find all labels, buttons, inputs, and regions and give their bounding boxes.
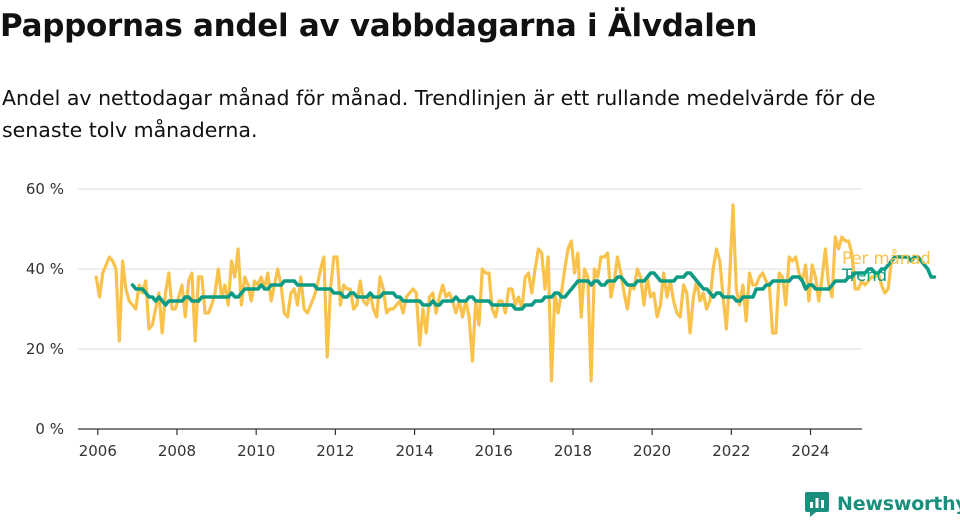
newsworthy-brand[interactable]: Newsworthy xyxy=(804,490,960,518)
x-tick-label: 2022 xyxy=(712,442,750,460)
x-tick-label: 2016 xyxy=(475,442,513,460)
series-label-trend: Trend xyxy=(841,266,887,285)
x-tick-label: 2006 xyxy=(79,442,117,460)
bar-chart-logo-icon xyxy=(805,492,829,517)
series-line-per-manad xyxy=(94,203,893,383)
x-tick-label: 2010 xyxy=(237,442,275,460)
x-tick-label: 2014 xyxy=(395,442,433,460)
y-tick-label: 20 % xyxy=(26,340,64,358)
brand-name: Newsworthy xyxy=(837,493,960,515)
y-tick-label: 0 % xyxy=(35,420,64,438)
series-lines xyxy=(94,203,937,383)
series-line-trend xyxy=(130,255,937,311)
series-label-per-manad: Per månad xyxy=(842,249,931,268)
y-tick-label: 40 % xyxy=(26,260,64,278)
y-axis-ticks: 0 % 20 % 40 % 60 % xyxy=(26,180,64,438)
chart-title: Pappornas andel av vabbdagarna i Älvdale… xyxy=(0,8,758,44)
y-tick-label: 60 % xyxy=(26,180,64,198)
x-tick-label: 2018 xyxy=(554,442,592,460)
x-tick-label: 2024 xyxy=(791,442,829,460)
x-tick-label: 2012 xyxy=(316,442,354,460)
chart-subtitle: Andel av nettodagar månad för månad. Tre… xyxy=(2,86,876,142)
x-tick-label: 2020 xyxy=(633,442,671,460)
x-tick-label: 2008 xyxy=(158,442,196,460)
x-axis: 2006 2008 2010 2012 2014 2016 2018 2020 2022 2024 xyxy=(78,428,862,460)
